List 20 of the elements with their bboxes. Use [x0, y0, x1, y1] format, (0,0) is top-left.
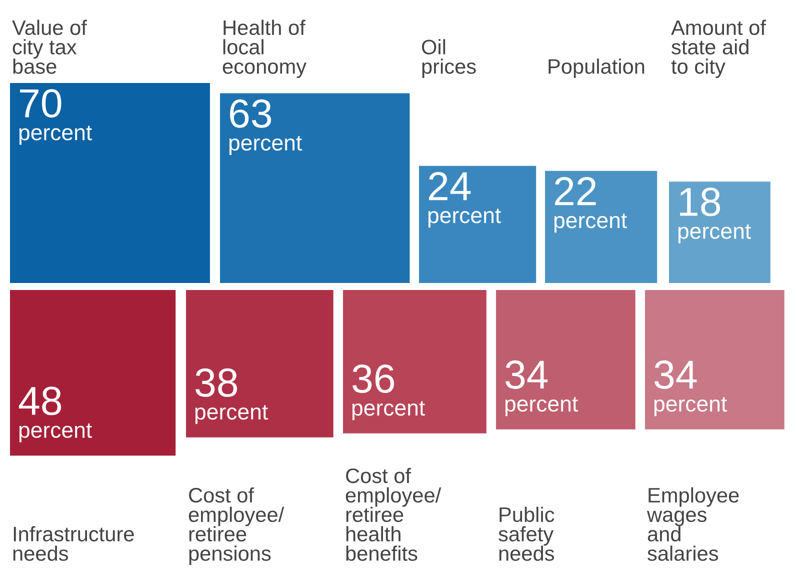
data-label: 24 percent: [428, 172, 501, 228]
data-label: 63 percent: [229, 99, 302, 156]
category-label: Cost of employee/ retiree pensions: [188, 487, 284, 565]
category-label: Infrastructure needs: [13, 526, 134, 561]
data-label: 22 percent: [554, 176, 627, 233]
data-label: 34 percent: [505, 360, 578, 416]
category-label: Public safety needs: [498, 506, 554, 561]
data-label: 38 percent: [195, 368, 268, 424]
data-label: 36 percent: [352, 364, 425, 420]
data-label: 34 percent: [654, 360, 727, 416]
category-label: Population: [548, 58, 644, 78]
data-label: 70 percent: [19, 89, 92, 145]
data-label: 18 percent: [678, 188, 751, 244]
category-label: Amount of state aid to city: [671, 20, 766, 78]
data-label: 48 percent: [18, 386, 92, 442]
category-label: Health of local economy: [222, 20, 306, 78]
category-label: Oil prices: [422, 39, 476, 78]
category-label: Employee wages and salaries: [646, 487, 739, 561]
category-label: Cost of employee/ retiree health benefits: [346, 468, 442, 561]
category-label: Value of city tax base: [12, 20, 87, 74]
